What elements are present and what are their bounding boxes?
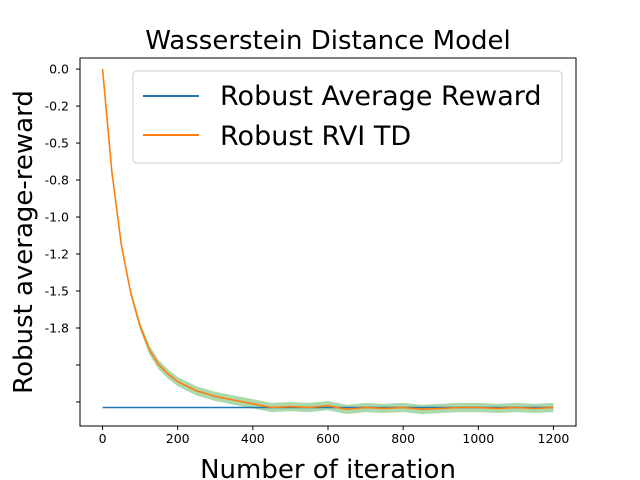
legend: Robust Average Reward Robust RVI TD [132, 70, 563, 164]
x-tick-label: 1000 [462, 431, 494, 446]
y-tick-label: -1.0 [45, 210, 69, 225]
y-axis-ticks: 0.0 -0.2 -0.5 -0.8 -1.0 -1.2 -1.5 -1.8 [45, 62, 80, 403]
y-tick-label: -1.2 [45, 247, 69, 262]
y-tick-label: -0.5 [45, 136, 69, 151]
y-tick-label: 0.0 [49, 62, 69, 77]
x-tick-label: 200 [166, 431, 190, 446]
y-tick-label: -1.8 [45, 320, 69, 335]
chart-title: Wasserstein Distance Model [145, 26, 510, 56]
plot-frame [79, 57, 577, 427]
x-tick-label: 0 [99, 431, 107, 446]
x-tick-label: 800 [391, 431, 415, 446]
y-tick-label: -0.8 [45, 173, 69, 188]
x-tick-label: 400 [241, 431, 265, 446]
y-axis-label: Robust average-reward [9, 90, 39, 394]
x-axis-ticks: 0 200 400 600 800 1000 1200 [99, 426, 570, 446]
y-tick-label: -1.5 [45, 284, 69, 299]
x-tick-label: 1200 [538, 431, 570, 446]
series-layer [101, 69, 554, 411]
legend-box [132, 70, 563, 164]
series-line-robust-rvi-td [101, 69, 554, 411]
x-axis-label: Number of iteration [200, 455, 456, 480]
y-tick-label: -0.2 [45, 99, 69, 114]
legend-label-robust-rvi-td: Robust RVI TD [220, 121, 411, 152]
legend-label-robust-average-reward: Robust Average Reward [220, 81, 542, 112]
x-tick-label: 600 [316, 431, 340, 446]
